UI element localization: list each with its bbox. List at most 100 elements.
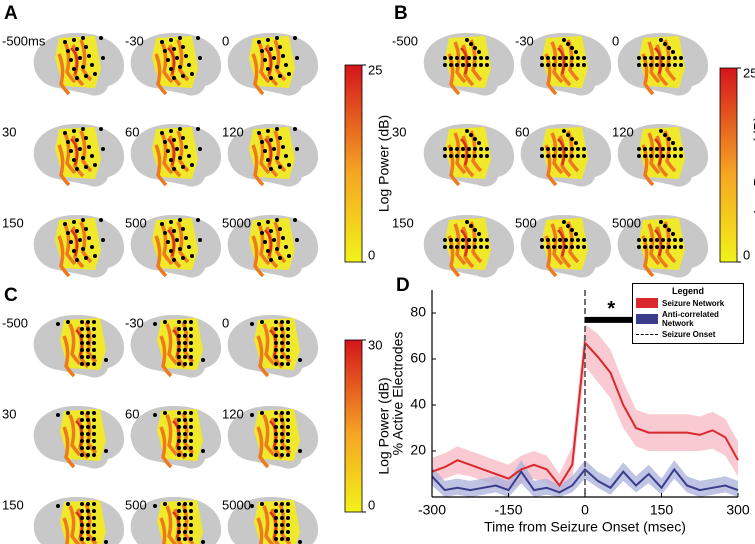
electrode (655, 147, 659, 151)
electrode (558, 56, 562, 60)
electrode (175, 56, 179, 60)
brain (617, 32, 709, 96)
electrode (177, 439, 181, 443)
brain-activity (262, 505, 275, 544)
electrode (189, 523, 193, 527)
electrode (80, 439, 84, 443)
electrode (286, 320, 290, 324)
electrode (564, 238, 568, 242)
electrode (546, 63, 550, 67)
electrode (86, 320, 90, 324)
electrode (558, 63, 562, 67)
electrode (485, 56, 489, 60)
brain-activity (460, 138, 469, 166)
electrode (66, 411, 70, 415)
y-tick-label: 80 (410, 304, 426, 320)
colorbar-tick-label: 0 (368, 247, 375, 262)
electrode (169, 67, 173, 71)
electrode (196, 218, 200, 222)
electrode (80, 502, 84, 506)
electrode (86, 453, 90, 457)
electrode (92, 334, 96, 338)
electrode (566, 42, 570, 46)
electrode (570, 238, 574, 242)
electrode (90, 245, 94, 249)
brain-activity (176, 39, 190, 82)
electrode (298, 358, 302, 362)
electrode (286, 439, 290, 443)
brain-activity (57, 144, 71, 187)
electrode (272, 238, 276, 242)
electrode (272, 147, 276, 151)
electrode (56, 504, 60, 508)
electrode (465, 129, 469, 133)
electrode (479, 245, 483, 249)
brain (33, 123, 125, 187)
electrode (198, 56, 202, 60)
electrode (183, 327, 187, 331)
electrode (286, 523, 290, 527)
time-label: -500 (2, 315, 28, 330)
electrode (278, 227, 282, 231)
electrode (169, 38, 173, 42)
electrode (172, 167, 176, 171)
electrode (281, 145, 285, 149)
electrode (655, 56, 659, 60)
time-label: 500 (125, 215, 147, 230)
legend: Legend Seizure Network Anti-correlated N… (632, 283, 744, 344)
electrode (574, 50, 578, 54)
electrode (269, 258, 273, 262)
electrode (570, 137, 574, 141)
electrode (257, 222, 261, 226)
electrode (177, 432, 181, 436)
electrode (189, 453, 193, 457)
electrode (266, 249, 270, 253)
electrode (455, 147, 459, 151)
electrode (479, 56, 483, 60)
electrode (449, 238, 453, 242)
electrode (75, 167, 79, 171)
electrode (661, 147, 665, 151)
electrode (269, 138, 273, 142)
time-label: 30 (2, 124, 16, 139)
electrode (659, 38, 663, 42)
brain-activity (264, 138, 273, 166)
electrode (84, 74, 88, 78)
electrode (75, 47, 79, 51)
electrode (66, 502, 70, 506)
electrode (92, 418, 96, 422)
electrode (667, 154, 671, 158)
y-axis-label: % Active Electrodes (390, 332, 406, 456)
electrode (655, 245, 659, 249)
electrode (183, 453, 187, 457)
electrode (80, 327, 84, 331)
electrode (86, 341, 90, 345)
electrode (274, 355, 278, 359)
electrode (286, 327, 290, 331)
brain (227, 496, 319, 544)
electrode (190, 163, 194, 167)
electrode (181, 227, 185, 231)
electrode (169, 129, 173, 133)
electrode (177, 355, 181, 359)
electrode (101, 238, 105, 242)
electrode (78, 56, 82, 60)
electrode (286, 453, 290, 457)
brain (520, 123, 612, 187)
electrode (177, 446, 181, 450)
electrode (570, 245, 574, 249)
electrode (485, 147, 489, 151)
electrode (455, 154, 459, 158)
electrode (190, 72, 194, 76)
electrode (274, 537, 278, 541)
brain-activity (165, 323, 179, 366)
electrode (566, 133, 570, 137)
electrode (72, 38, 76, 42)
electrode (99, 127, 103, 131)
electrode (175, 238, 179, 242)
electrode (189, 334, 193, 338)
electrode (449, 63, 453, 67)
electrode (189, 362, 193, 366)
brain-activity (453, 41, 467, 84)
